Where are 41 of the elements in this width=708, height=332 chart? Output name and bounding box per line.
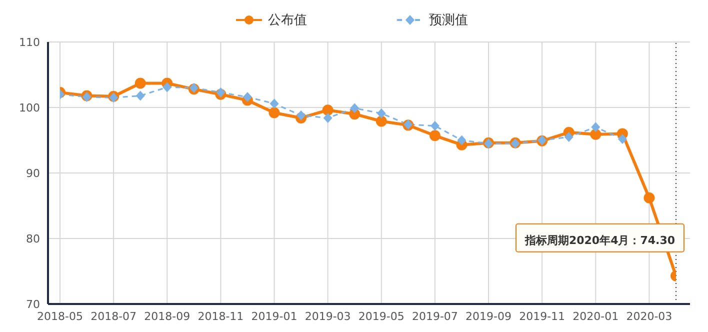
y-tick-label: 80 [26, 232, 40, 246]
point [430, 120, 440, 131]
point [322, 104, 334, 116]
point [216, 87, 226, 98]
point [429, 130, 440, 142]
y-tick-label: 70 [26, 298, 40, 311]
point [350, 103, 360, 114]
point [242, 92, 252, 102]
x-tick-label: 2020-03 [626, 310, 672, 323]
x-tick-label: 2018-09 [144, 310, 190, 323]
x-tick-label: 2019-09 [466, 310, 512, 323]
x-tick-label: 2018-07 [90, 310, 137, 323]
x-tick-label: 2019-07 [412, 310, 458, 323]
point [323, 112, 332, 123]
point [590, 128, 602, 140]
legend-label: 预测值 [429, 12, 468, 29]
x-tick-label: 2019-11 [519, 310, 566, 323]
point [270, 98, 279, 109]
x-tick-label: 2019-03 [304, 310, 351, 323]
point [618, 134, 627, 144]
point [134, 78, 146, 89]
point [296, 110, 306, 120]
x-tick-label: 2019-01 [251, 310, 298, 323]
point [162, 82, 172, 92]
point [591, 122, 600, 132]
point [376, 108, 386, 118]
x-tick-label: 2018-11 [198, 310, 244, 323]
annotation: 指标周期2020年4月：74.30 [524, 234, 676, 247]
x-tick-label: 2020-01 [572, 310, 619, 323]
point [564, 132, 574, 142]
y-tick-label: 90 [26, 166, 40, 180]
point [644, 192, 655, 204]
legend-label: 公布值 [268, 12, 307, 29]
y-tick-label: 110 [19, 36, 40, 49]
point [376, 116, 387, 127]
y-tick-label: 100 [19, 101, 40, 114]
x-tick-label: 2019-05 [358, 310, 404, 323]
point [268, 107, 280, 118]
point [457, 135, 466, 146]
x-tick-label: 2018-05 [37, 310, 83, 323]
point [136, 90, 145, 101]
